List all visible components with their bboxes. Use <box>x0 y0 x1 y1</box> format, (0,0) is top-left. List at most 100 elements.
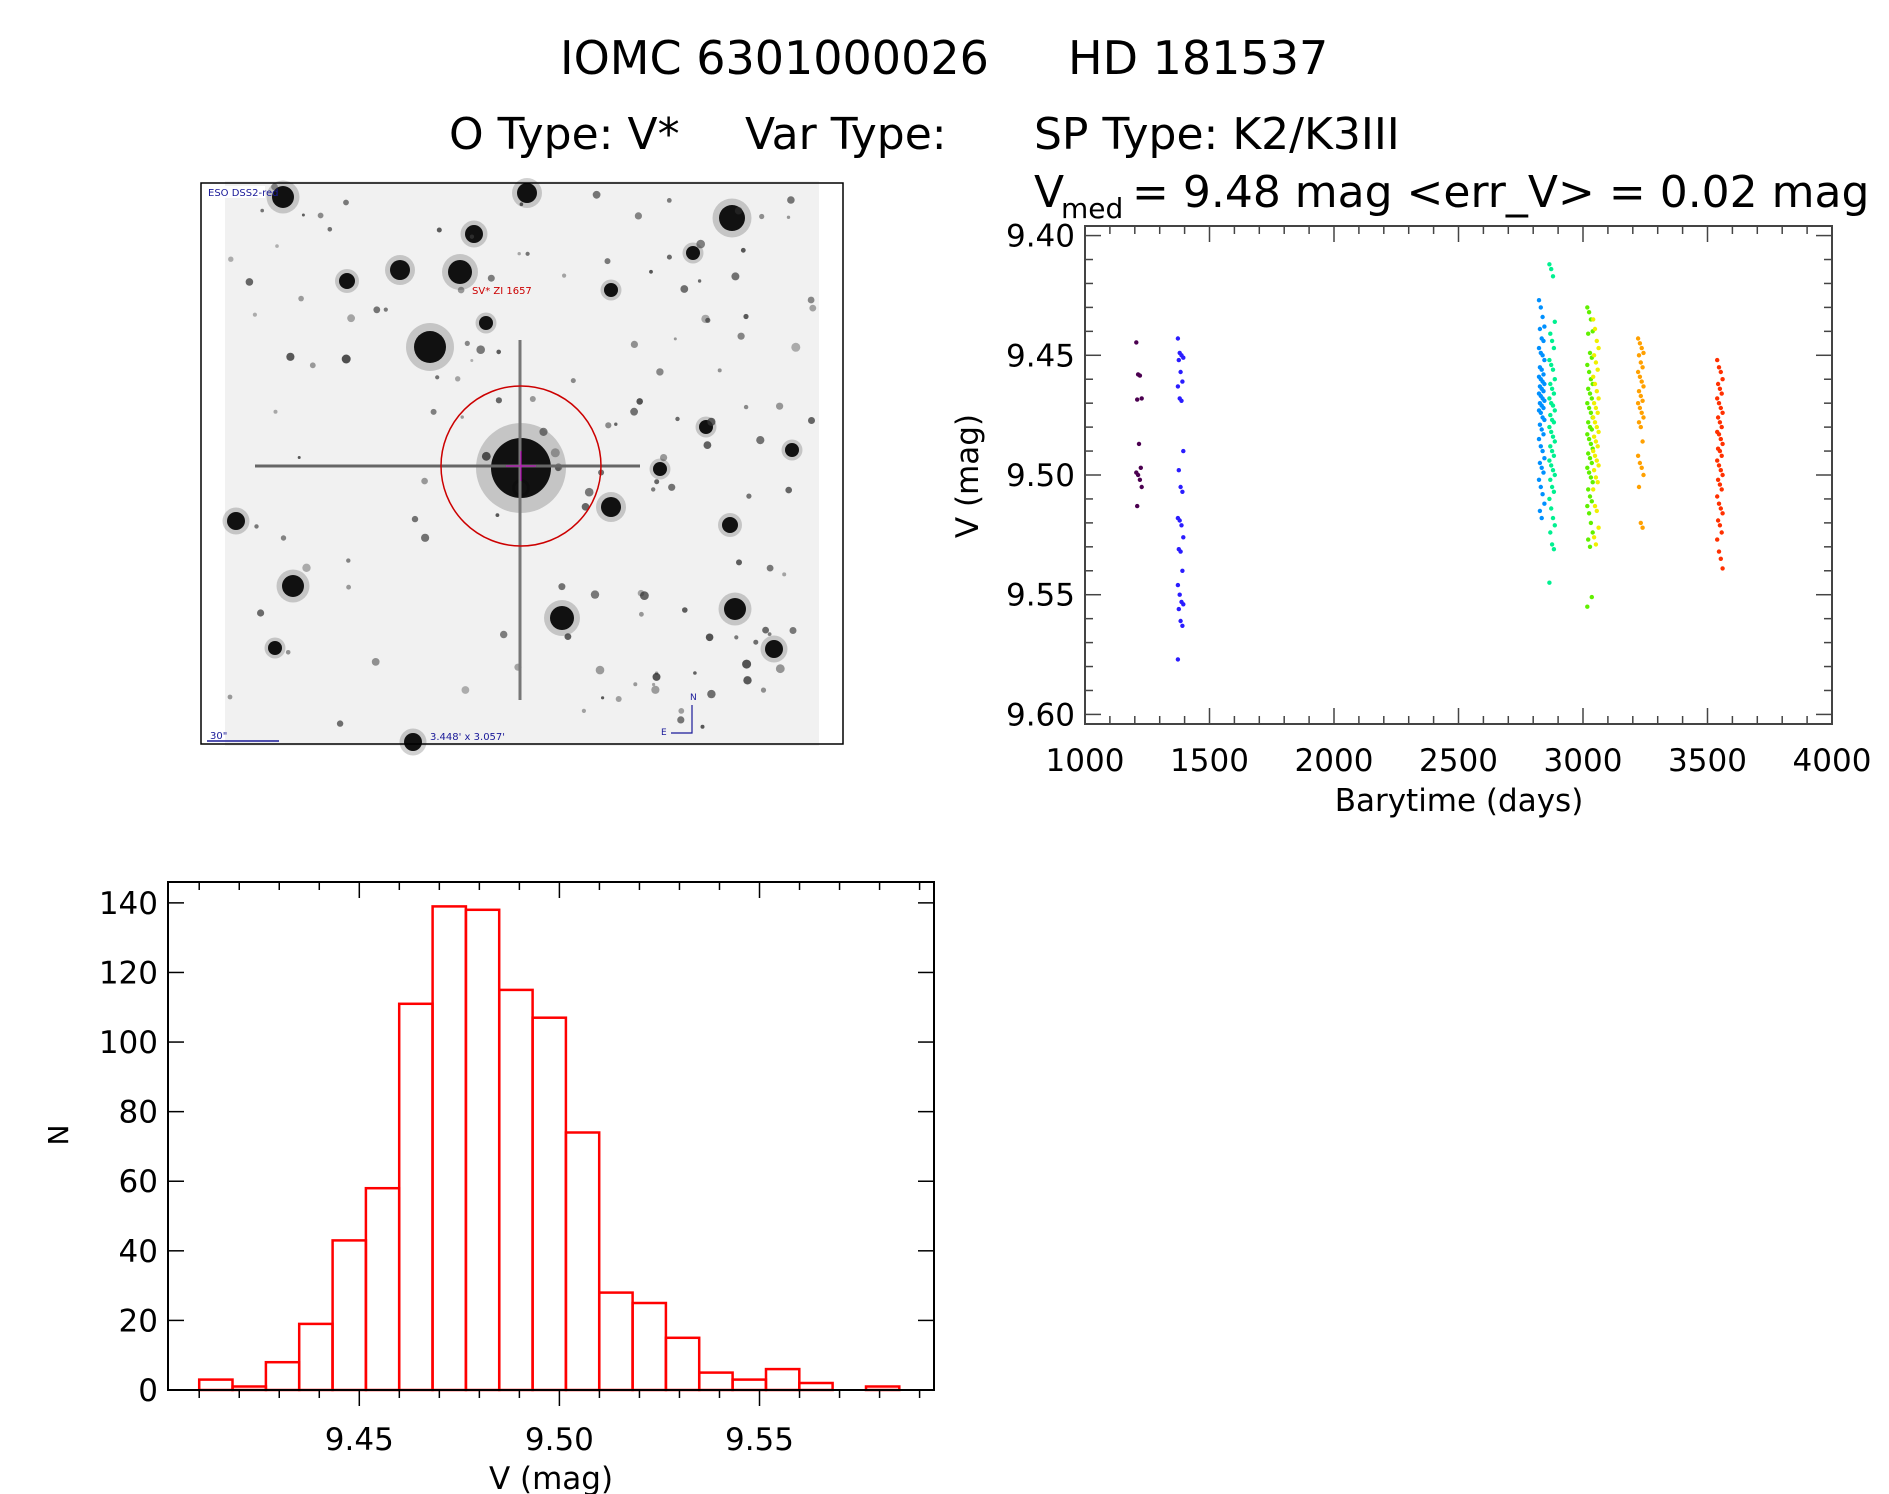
star <box>759 213 765 220</box>
star <box>327 227 333 232</box>
var-type: Var Type: <box>745 109 947 160</box>
data-point <box>1586 487 1591 492</box>
star <box>558 583 566 591</box>
data-point <box>1175 384 1181 389</box>
star <box>807 296 815 304</box>
data-point <box>1536 298 1542 303</box>
data-point <box>1717 386 1723 391</box>
star <box>722 517 738 533</box>
data-point <box>1585 305 1590 310</box>
histogram-bar <box>664 1336 701 1392</box>
star <box>736 559 742 566</box>
data-point <box>1639 345 1644 351</box>
y-tick-label: 140 <box>99 886 158 922</box>
star <box>469 234 475 239</box>
star <box>457 286 465 294</box>
star <box>336 720 344 727</box>
star <box>705 317 711 323</box>
data-point <box>1585 432 1590 437</box>
data-point <box>1551 453 1557 458</box>
data-point <box>1641 472 1646 478</box>
star <box>272 186 294 208</box>
star <box>465 225 483 243</box>
data-point <box>1592 420 1598 425</box>
star <box>743 404 749 410</box>
data-point <box>1587 494 1593 499</box>
data-point <box>1549 362 1554 368</box>
histogram-bar <box>264 1360 301 1392</box>
star <box>656 368 664 376</box>
data-point <box>1179 523 1184 528</box>
data-point <box>1596 463 1601 468</box>
target-label: SV* ZI 1657 <box>472 286 532 297</box>
star <box>464 340 470 346</box>
star <box>785 486 792 494</box>
star <box>601 497 621 517</box>
star <box>309 362 316 369</box>
y-tick-label: 60 <box>119 1164 158 1200</box>
data-point <box>1718 468 1724 473</box>
data-point <box>1549 386 1555 391</box>
data-point <box>1591 487 1596 492</box>
data-point <box>1639 410 1644 415</box>
star <box>700 724 705 729</box>
data-point <box>1547 496 1552 502</box>
data-point <box>1548 331 1553 336</box>
data-point <box>1551 345 1557 351</box>
data-point <box>1593 405 1599 411</box>
star <box>740 247 746 253</box>
star <box>701 314 710 324</box>
x-tick-label: 3500 <box>1668 743 1747 779</box>
x-tick-label: 9.45 <box>325 1422 394 1458</box>
star <box>675 416 680 422</box>
star <box>767 632 772 636</box>
histogram-bar <box>564 1131 601 1392</box>
star <box>634 212 643 220</box>
data-point <box>1540 448 1545 454</box>
star <box>550 606 574 630</box>
star <box>346 584 351 590</box>
star <box>461 686 470 694</box>
star <box>604 258 611 265</box>
star <box>227 512 245 530</box>
y-tick-label: 9.40 <box>1006 219 1075 255</box>
star <box>481 451 491 461</box>
data-point <box>1585 362 1590 368</box>
data-point <box>1136 441 1142 447</box>
histogram-bar <box>598 1291 634 1392</box>
data-point <box>1639 379 1644 384</box>
data-point <box>1177 518 1182 523</box>
data-point <box>1547 262 1552 267</box>
star <box>636 398 643 405</box>
data-point <box>1718 506 1724 511</box>
data-point <box>1718 436 1724 442</box>
histogram-bar <box>331 1239 368 1392</box>
data-point <box>1639 465 1644 470</box>
star <box>601 696 605 700</box>
y-tick-label: 120 <box>99 955 158 991</box>
data-point <box>1549 429 1554 435</box>
star <box>260 208 265 213</box>
data-point <box>1549 542 1555 547</box>
star <box>753 639 759 645</box>
star <box>604 283 618 297</box>
field-size-label: 3.448' x 3.057' <box>430 732 505 743</box>
data-point <box>1596 396 1601 401</box>
vmed-subscript: med <box>1061 192 1123 225</box>
data-point <box>1717 420 1723 425</box>
star <box>595 665 605 675</box>
star <box>677 716 685 724</box>
star <box>651 487 656 492</box>
data-point <box>1181 355 1186 360</box>
star <box>517 183 537 203</box>
data-point <box>1547 424 1552 430</box>
data-point <box>1550 403 1556 408</box>
star <box>404 733 422 751</box>
y-tick-label: 0 <box>138 1373 158 1409</box>
star <box>614 422 618 426</box>
data-point <box>1591 374 1596 379</box>
data-point <box>1587 391 1593 396</box>
data-point <box>1641 350 1646 356</box>
star <box>285 650 291 655</box>
data-point <box>1638 520 1644 526</box>
